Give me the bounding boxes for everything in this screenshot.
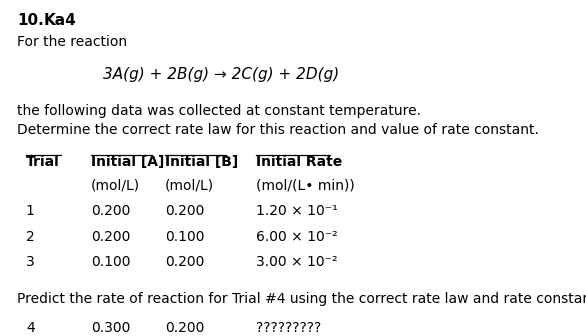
Text: 0.200: 0.200	[165, 204, 204, 218]
Text: 1.20 × 10⁻¹: 1.20 × 10⁻¹	[256, 204, 338, 218]
Text: 2: 2	[26, 230, 35, 244]
Text: Determine the correct rate law for this reaction and value of rate constant.: Determine the correct rate law for this …	[17, 123, 539, 137]
Text: 0.200: 0.200	[165, 321, 204, 335]
Text: 0.200: 0.200	[91, 230, 130, 244]
Text: 4: 4	[26, 321, 35, 335]
Text: Ka4: Ka4	[43, 13, 76, 28]
Text: 6.00 × 10⁻²: 6.00 × 10⁻²	[256, 230, 338, 244]
Text: 0.200: 0.200	[91, 204, 130, 218]
Text: 0.300: 0.300	[91, 321, 130, 335]
Text: ?????????: ?????????	[256, 321, 321, 335]
Text: Predict the rate of reaction for Trial #4 using the correct rate law and rate co: Predict the rate of reaction for Trial #…	[17, 292, 586, 306]
Text: Initial Rate: Initial Rate	[256, 155, 342, 169]
Text: 3A(g) + 2B(g) → 2C(g) + 2D(g): 3A(g) + 2B(g) → 2C(g) + 2D(g)	[103, 67, 339, 82]
Text: (mol/L): (mol/L)	[91, 179, 140, 193]
Text: (mol/L): (mol/L)	[165, 179, 214, 193]
Text: 0.100: 0.100	[165, 230, 205, 244]
Text: Initial [B]: Initial [B]	[165, 155, 238, 169]
Text: the following data was collected at constant temperature.: the following data was collected at cons…	[17, 103, 421, 118]
Text: 1: 1	[26, 204, 35, 218]
Text: Initial [A]: Initial [A]	[91, 155, 165, 169]
Text: 0.200: 0.200	[165, 255, 204, 269]
Text: For the reaction: For the reaction	[17, 35, 127, 49]
Text: (mol/(L• min)): (mol/(L• min))	[256, 179, 355, 193]
Text: Trial: Trial	[26, 155, 60, 169]
Text: 3.00 × 10⁻²: 3.00 × 10⁻²	[256, 255, 338, 269]
Text: 10.: 10.	[17, 13, 44, 28]
Text: 3: 3	[26, 255, 35, 269]
Text: 0.100: 0.100	[91, 255, 131, 269]
